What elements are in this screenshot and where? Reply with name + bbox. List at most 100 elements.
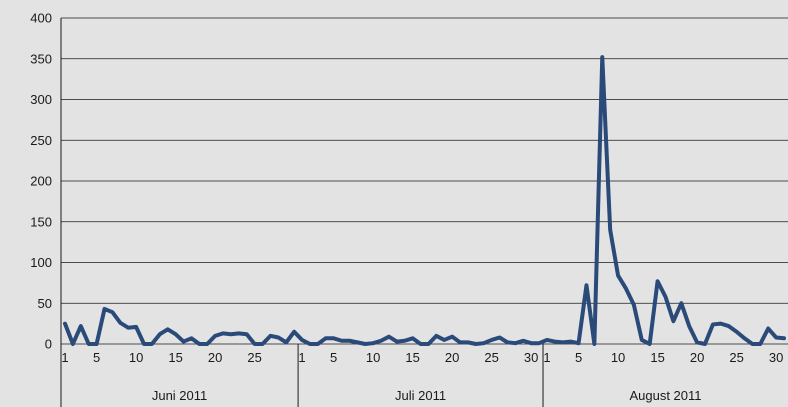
- data-point: [774, 335, 778, 339]
- data-point: [434, 334, 438, 338]
- data-point: [166, 327, 170, 331]
- data-point: [292, 330, 296, 334]
- y-tick-label: 350: [30, 51, 52, 66]
- x-tick-label: 15: [650, 350, 664, 365]
- data-point: [95, 342, 99, 346]
- data-point: [758, 342, 762, 346]
- data-point: [458, 340, 462, 344]
- data-point: [363, 342, 367, 346]
- data-point: [505, 340, 509, 344]
- series-line: [63, 55, 786, 346]
- data-point: [110, 310, 114, 314]
- data-point: [403, 339, 407, 343]
- data-point: [450, 335, 454, 339]
- x-tick-label: 20: [690, 350, 704, 365]
- data-point: [442, 338, 446, 342]
- data-point: [261, 342, 265, 346]
- x-tick-label: 10: [366, 350, 380, 365]
- y-tick-label: 100: [30, 255, 52, 270]
- x-tick-label: 5: [93, 350, 100, 365]
- data-point: [347, 339, 351, 343]
- data-point: [513, 341, 517, 345]
- data-point: [87, 342, 91, 346]
- data-point: [332, 336, 336, 340]
- data-point: [490, 338, 494, 342]
- data-point: [663, 295, 667, 299]
- data-point: [205, 342, 209, 346]
- data-point: [182, 340, 186, 344]
- x-tick-label: 30: [524, 350, 538, 365]
- data-point: [624, 287, 628, 291]
- data-point: [687, 324, 691, 328]
- y-tick-label: 150: [30, 214, 52, 229]
- data-point: [703, 342, 707, 346]
- data-point: [600, 55, 604, 59]
- data-point: [189, 336, 193, 340]
- data-point: [648, 342, 652, 346]
- data-point: [569, 340, 573, 344]
- data-point: [584, 283, 588, 287]
- data-point: [126, 326, 130, 330]
- data-point: [553, 340, 557, 344]
- month-labels: Juni 2011 Juli 2011 August 2011: [152, 388, 702, 403]
- data-point: [158, 332, 162, 336]
- data-point: [395, 340, 399, 344]
- x-tick-label: 15: [405, 350, 419, 365]
- y-tick-label: 0: [45, 337, 52, 352]
- data-point: [608, 228, 612, 232]
- data-points: [63, 55, 786, 346]
- x-tick-label: 10: [611, 350, 625, 365]
- data-point: [213, 334, 217, 338]
- data-point: [482, 341, 486, 345]
- x-tick-label: 25: [729, 350, 743, 365]
- data-point: [719, 322, 723, 326]
- data-point: [529, 341, 533, 345]
- data-point: [498, 335, 502, 339]
- data-point: [284, 340, 288, 344]
- data-point: [63, 322, 67, 326]
- gridlines: [61, 17, 788, 345]
- data-point: [521, 339, 525, 343]
- x-tick-label: 1: [298, 350, 305, 365]
- data-point: [276, 335, 280, 339]
- data-point: [466, 340, 470, 344]
- data-point: [268, 334, 272, 338]
- y-tick-label: 50: [38, 296, 52, 311]
- data-point: [616, 274, 620, 278]
- x-tick-label: 1: [61, 350, 68, 365]
- data-point: [727, 324, 731, 328]
- x-axis-tick-labels: 1 5 10 15 20 25 1 5 10 15 20 25 30 1 5 10 15 20 25 30: [61, 350, 783, 365]
- data-point: [229, 332, 233, 336]
- data-point: [253, 342, 257, 346]
- data-point: [679, 301, 683, 305]
- data-point: [545, 338, 549, 342]
- data-point: [300, 338, 304, 342]
- y-axis-tick-labels: 0 50 100 150 200 250 300 350 400: [30, 11, 52, 352]
- data-point: [134, 325, 138, 329]
- data-point: [79, 324, 83, 328]
- data-point: [766, 327, 770, 331]
- data-point: [640, 338, 644, 342]
- data-point: [735, 330, 739, 334]
- x-tick-label: 20: [208, 350, 222, 365]
- data-point: [316, 342, 320, 346]
- data-point: [577, 341, 581, 345]
- y-tick-label: 200: [30, 174, 52, 189]
- axes: [60, 18, 544, 407]
- data-point: [150, 342, 154, 346]
- data-point: [742, 336, 746, 340]
- x-tick-label: 5: [575, 350, 582, 365]
- data-point: [750, 342, 754, 346]
- y-tick-label: 400: [30, 11, 52, 26]
- data-point: [632, 303, 636, 307]
- x-tick-label: 5: [330, 350, 337, 365]
- data-point: [174, 332, 178, 336]
- x-tick-label: 10: [129, 350, 143, 365]
- data-point: [340, 339, 344, 343]
- data-point: [71, 342, 75, 346]
- data-point: [324, 336, 328, 340]
- x-tick-label: 1: [543, 350, 550, 365]
- data-point: [221, 331, 225, 335]
- data-point: [474, 342, 478, 346]
